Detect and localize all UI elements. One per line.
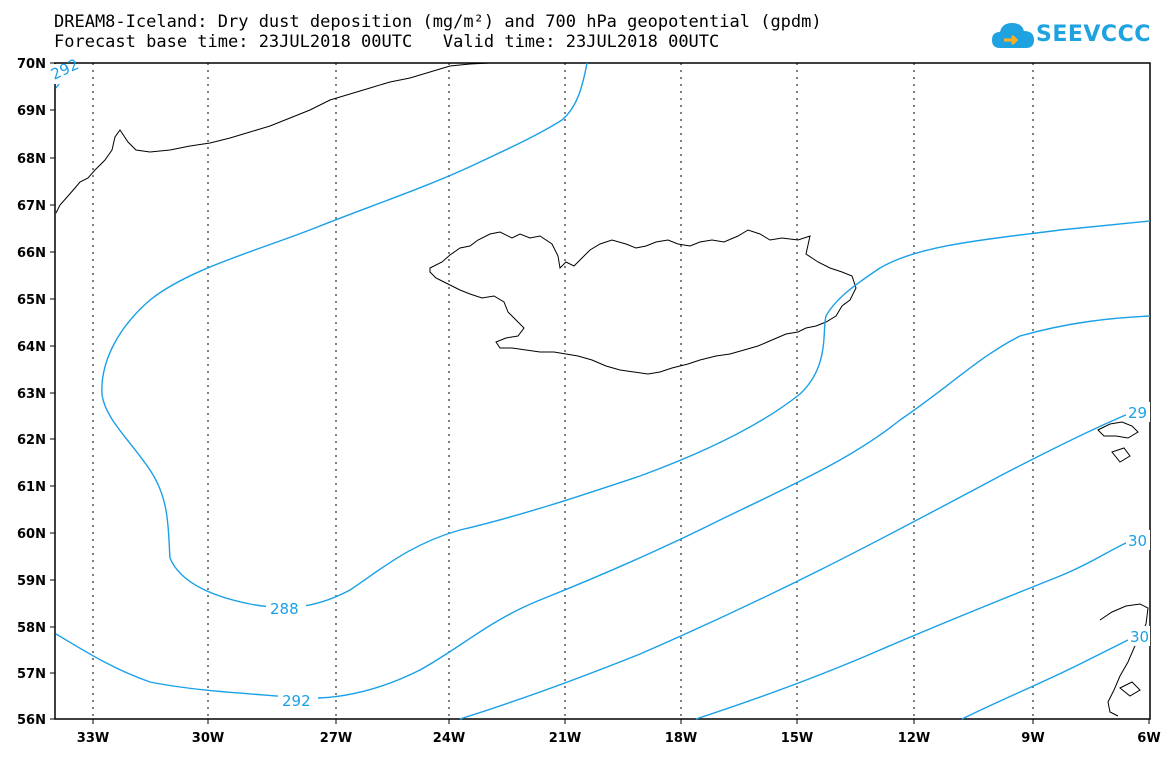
lon-label-12w: 12W bbox=[898, 731, 930, 746]
contour-label-29: 29 bbox=[1128, 404, 1147, 422]
lat-label-69n: 69N bbox=[17, 104, 46, 119]
axis-ticks bbox=[50, 62, 1150, 724]
contour-292 bbox=[55, 315, 1151, 699]
label-bg bbox=[52, 64, 86, 84]
lat-label-61n: 61N bbox=[17, 480, 46, 495]
map-frame bbox=[54, 62, 1151, 720]
label-bg bbox=[278, 690, 318, 710]
lat-label-68n: 68N bbox=[17, 152, 46, 167]
contour-296 bbox=[459, 413, 1129, 720]
faroe-coast-2 bbox=[1111, 447, 1131, 463]
longitude-gridlines bbox=[92, 63, 1034, 719]
geopotential-contours bbox=[55, 62, 1151, 720]
lat-label-59n: 59N bbox=[17, 574, 46, 589]
lon-label-21w: 21W bbox=[549, 731, 581, 746]
contour-label-30-south: 30 bbox=[1130, 628, 1149, 646]
lat-label-60n: 60N bbox=[17, 527, 46, 542]
title-line-2: Forecast base time: 23JUL2018 00UTC Vali… bbox=[54, 32, 720, 52]
lat-label-65n: 65N bbox=[17, 293, 46, 308]
lat-label-67n: 67N bbox=[17, 199, 46, 214]
label-bg bbox=[1126, 530, 1150, 550]
contour-label-292: 292 bbox=[282, 692, 311, 710]
lon-label-27w: 27W bbox=[320, 731, 352, 746]
lon-label-30w: 30W bbox=[192, 731, 224, 746]
lon-label-18w: 18W bbox=[665, 731, 697, 746]
lat-label-62n: 62N bbox=[17, 433, 46, 448]
greenland-coast bbox=[55, 62, 491, 214]
lon-label-15w: 15W bbox=[781, 731, 813, 746]
label-bg bbox=[1128, 626, 1150, 646]
title-line-1: DREAM8-Iceland: Dry dust deposition (mg/… bbox=[54, 12, 822, 32]
lon-label-9w: 9W bbox=[1021, 731, 1044, 746]
contour-label-288: 288 bbox=[270, 600, 299, 618]
contour-288 bbox=[101, 62, 1151, 609]
lon-label-6w: 6W bbox=[1137, 731, 1160, 746]
lat-label-63n: 63N bbox=[17, 387, 46, 402]
label-bg bbox=[266, 598, 306, 618]
logo-text: SEEVCCC bbox=[1036, 22, 1151, 47]
cloud-icon bbox=[992, 23, 1034, 48]
iceland-coast bbox=[429, 229, 857, 375]
lat-label-56n: 56N bbox=[17, 713, 46, 728]
seevccc-logo: SEEVCCC bbox=[990, 18, 1150, 58]
lon-label-24w: 24W bbox=[433, 731, 465, 746]
lon-label-33w: 33W bbox=[77, 731, 109, 746]
label-bg bbox=[1126, 402, 1150, 422]
contour-300 bbox=[695, 541, 1129, 720]
lat-label-57n: 57N bbox=[17, 667, 46, 682]
scotland-coast bbox=[1099, 603, 1149, 717]
hebrides-coast bbox=[1119, 681, 1141, 697]
lat-label-58n: 58N bbox=[17, 621, 46, 636]
lat-label-70n: 70N bbox=[17, 57, 46, 72]
faroe-coast bbox=[1097, 421, 1139, 439]
contour-304 bbox=[961, 639, 1129, 720]
lat-label-64n: 64N bbox=[17, 340, 46, 355]
coastlines bbox=[55, 62, 1149, 717]
contour-label-30: 30 bbox=[1128, 532, 1147, 550]
lat-label-66n: 66N bbox=[17, 246, 46, 261]
